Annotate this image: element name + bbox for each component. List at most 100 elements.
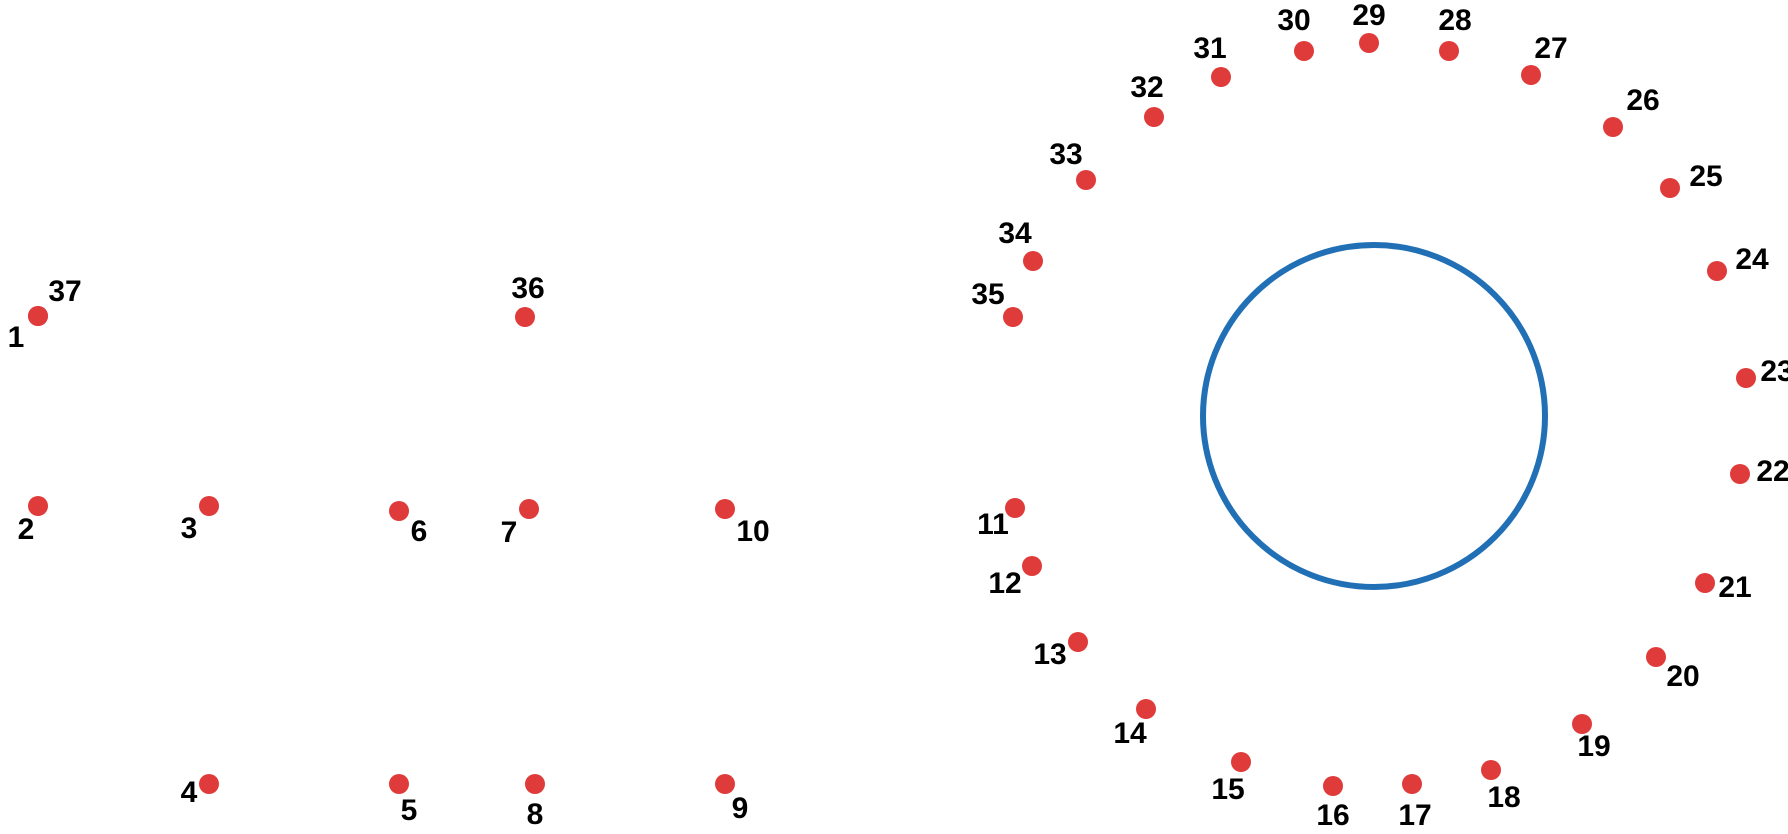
dot-number-label: 33 [1049, 138, 1082, 171]
dot-marker [1076, 170, 1096, 190]
dot-marker [389, 774, 409, 794]
dot-number-label: 13 [1033, 638, 1066, 671]
dot-number-label: 3 [181, 512, 198, 545]
dot-6: 6 [389, 501, 427, 548]
dot-17: 17 [1398, 774, 1432, 832]
dot-marker [519, 499, 539, 519]
dot-29: 29 [1352, 0, 1386, 53]
dot-marker [1211, 67, 1231, 87]
dot-number-label: 1 [8, 321, 25, 354]
dot-32: 32 [1130, 71, 1164, 127]
dot-marker [1294, 41, 1314, 61]
dot-marker [1736, 368, 1756, 388]
dot-number-label: 31 [1193, 32, 1226, 65]
dot-8: 8 [525, 774, 545, 831]
dot-31: 31 [1193, 32, 1231, 87]
dot-number-label: 4 [181, 776, 198, 809]
dot-number-label: 9 [732, 792, 749, 825]
dot-number-label: 19 [1577, 730, 1610, 763]
dot-marker [715, 774, 735, 794]
dot-9: 9 [715, 774, 748, 825]
dot-marker [1068, 632, 1088, 652]
dot-19: 19 [1572, 714, 1611, 763]
dot-number-label: 30 [1277, 4, 1310, 37]
dot-25: 25 [1660, 160, 1723, 198]
dot-marker [1572, 714, 1592, 734]
dot-number-label: 16 [1316, 799, 1349, 832]
dot-marker [1022, 556, 1042, 576]
dot-18: 18 [1481, 760, 1521, 814]
dot-26: 26 [1603, 84, 1660, 137]
dot-marker [1730, 464, 1750, 484]
dot-marker [1660, 178, 1680, 198]
dot-14: 14 [1113, 699, 1156, 750]
dot-marker [515, 307, 535, 327]
dot-marker [1136, 699, 1156, 719]
dot-number-label: 2 [18, 513, 35, 546]
dot-15: 15 [1211, 752, 1251, 806]
dot-24: 24 [1707, 243, 1769, 281]
dot-number-label: 32 [1130, 71, 1163, 104]
dot-marker [1231, 752, 1251, 772]
dot-marker [1005, 498, 1025, 518]
dot-22: 22 [1730, 455, 1788, 488]
dot-number-label: 12 [988, 567, 1021, 600]
dot-number-label: 34 [998, 217, 1032, 250]
dot-30: 30 [1277, 4, 1314, 61]
dot-number-label: 7 [501, 516, 518, 549]
dot-marker [1402, 774, 1422, 794]
dot-7: 7 [501, 499, 539, 549]
dot-number-label: 28 [1438, 4, 1471, 37]
dot-marker [1646, 647, 1666, 667]
dot-number-label: 6 [411, 515, 428, 548]
dot-11: 11 [977, 498, 1025, 541]
dot-number-label: 10 [736, 515, 769, 548]
dot-4: 4 [181, 774, 219, 809]
dot-number-label: 22 [1756, 455, 1788, 488]
dot-number-label: 15 [1211, 773, 1244, 806]
dot-23: 23 [1736, 355, 1788, 388]
dot-marker [1695, 573, 1715, 593]
dot-number-label: 11 [977, 508, 1009, 541]
dot-number-label: 23 [1760, 355, 1788, 388]
dot-21: 21 [1695, 571, 1752, 604]
dot-marker [1359, 33, 1379, 53]
dot-20: 20 [1646, 647, 1700, 693]
dot-number-label: 36 [511, 272, 544, 305]
dot-28: 28 [1438, 4, 1472, 61]
dot-13: 13 [1033, 632, 1088, 671]
dot-number-label: 14 [1113, 717, 1147, 750]
dot-marker [389, 501, 409, 521]
dot-number-label: 35 [971, 278, 1004, 311]
guide-circle [1200, 242, 1548, 590]
dot-27: 27 [1521, 32, 1568, 85]
dot-marker [199, 496, 219, 516]
dot-marker [525, 774, 545, 794]
dot-35: 35 [971, 278, 1023, 327]
dot-marker [1439, 41, 1459, 61]
dot-number-label: 25 [1689, 160, 1722, 193]
dot-3: 3 [181, 496, 219, 545]
dot-marker [715, 499, 735, 519]
dot-number-label: 26 [1626, 84, 1659, 117]
dot-number-label: 17 [1398, 799, 1431, 832]
dot-marker [1603, 117, 1623, 137]
dot-number-label: 18 [1487, 781, 1520, 814]
dot-marker [199, 774, 219, 794]
dot-number-label: 21 [1718, 571, 1751, 604]
dot-37: 37 [28, 275, 82, 326]
dot-5: 5 [389, 774, 417, 827]
dot-number-label: 24 [1735, 243, 1769, 276]
dot-33: 33 [1049, 138, 1096, 190]
dot-10: 10 [715, 499, 770, 548]
dot-12: 12 [988, 556, 1042, 600]
dot-marker [28, 496, 48, 516]
dot-marker [1003, 307, 1023, 327]
dot-marker [1521, 65, 1541, 85]
dot-2: 2 [18, 496, 48, 546]
dot-marker [1323, 776, 1343, 796]
dot-number-label: 20 [1666, 660, 1699, 693]
